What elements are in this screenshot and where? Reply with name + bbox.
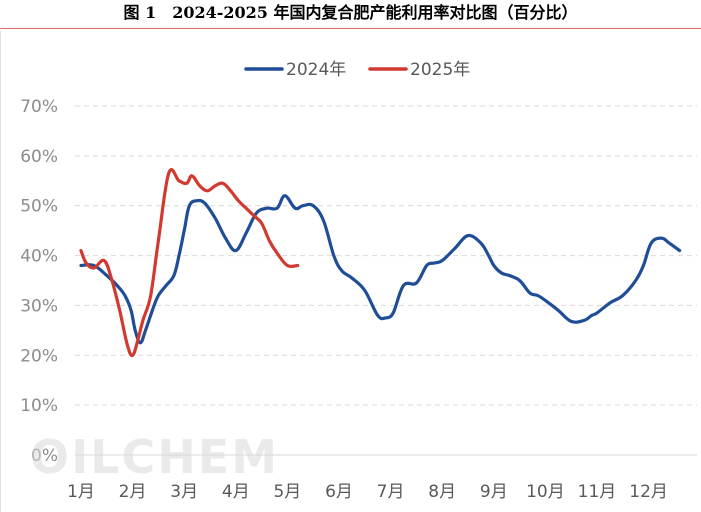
x-tick-label: 8月 <box>428 482 456 502</box>
x-tick-label: 3月 <box>170 482 198 502</box>
chart-title: 图 1 2024-2025 年国内复合肥产能利用率对比图（百分比） <box>123 3 578 22</box>
x-tick-label: 5月 <box>273 482 301 502</box>
x-tick-label: 2月 <box>119 482 147 502</box>
y-tick-label: 50% <box>20 197 58 217</box>
x-tick-label: 6月 <box>325 482 353 502</box>
x-tick-label: 10月 <box>526 482 565 502</box>
x-tick-label: 7月 <box>377 482 405 502</box>
watermark-text: OILCHEM <box>30 430 279 484</box>
x-tick-label: 9月 <box>480 482 508 502</box>
title-rule <box>0 28 701 29</box>
y-tick-label: 20% <box>20 346 58 366</box>
y-tick-label: 30% <box>20 296 58 316</box>
legend-label: 2024年 <box>286 60 346 80</box>
y-tick-label: 70% <box>20 97 58 117</box>
gridlines <box>75 105 697 456</box>
x-tick-label: 11月 <box>578 482 617 502</box>
axes: 0% 10% 20% 30% 40% 50% 60% 70% 1月 2月 3月 4月 5月 6月 7月 8月 9… <box>20 97 668 502</box>
x-tick-label: 1月 <box>67 482 95 502</box>
x-tick-label: 12月 <box>629 482 668 502</box>
series-line-2025 <box>79 168 300 358</box>
y-tick-label: 60% <box>20 147 58 167</box>
series-line-2024 <box>79 194 682 345</box>
legend-label: 2025年 <box>410 60 470 80</box>
legend: 2024年 2025年 <box>244 60 470 80</box>
y-tick-label: 0% <box>31 446 58 466</box>
y-tick-label: 40% <box>20 247 58 267</box>
y-tick-label: 10% <box>20 396 58 416</box>
x-tick-label: 4月 <box>222 482 250 502</box>
chart-frame <box>0 31 701 512</box>
series-lines <box>79 168 682 358</box>
